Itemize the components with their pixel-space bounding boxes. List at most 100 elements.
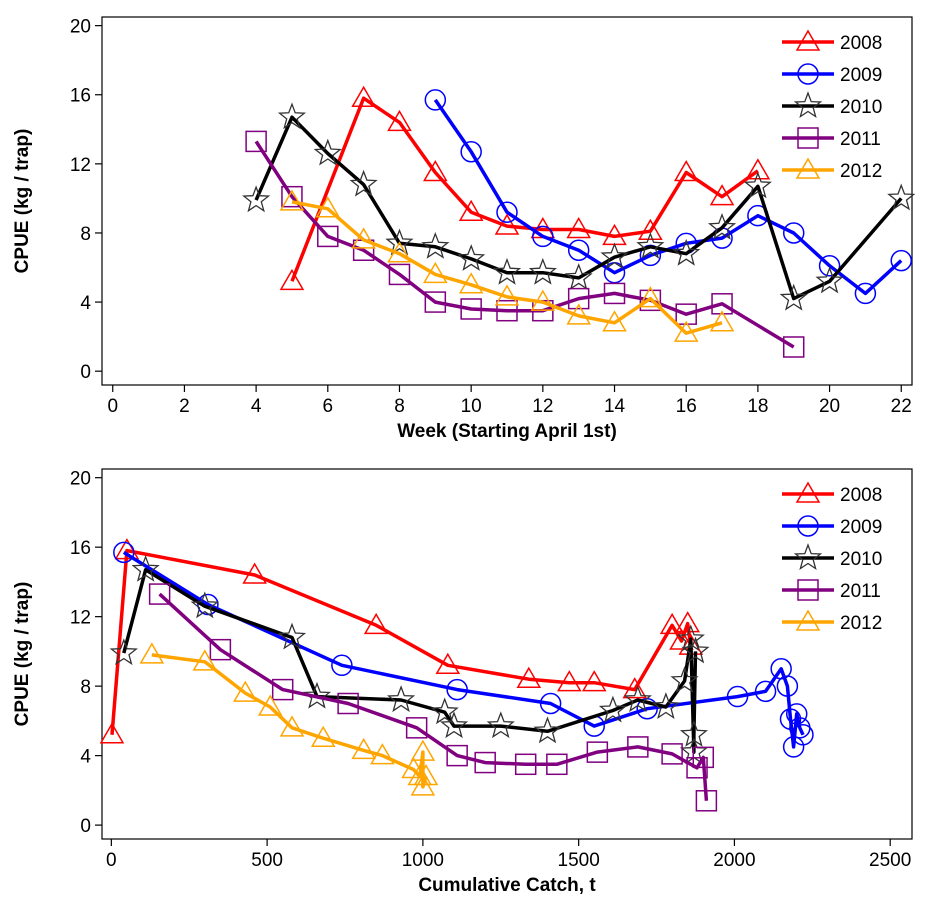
data-point-2009 — [726, 685, 749, 708]
data-point-2008 — [279, 268, 305, 291]
data-point-2011 — [209, 638, 232, 661]
y-tick-label: 20 — [70, 17, 91, 38]
data-point-2008 — [423, 159, 448, 182]
legend-marker — [795, 157, 821, 179]
data-point-2011 — [675, 303, 697, 325]
data-point-2010 — [313, 138, 342, 166]
x-axis-title: Cumulative Catch, t — [418, 875, 596, 896]
data-point-2009 — [567, 239, 590, 261]
series-2008 — [279, 85, 771, 291]
x-tick-label: 0 — [107, 396, 118, 417]
data-point-2011 — [567, 287, 590, 310]
data-point-2008 — [557, 670, 582, 692]
data-point-2011 — [639, 289, 662, 312]
data-point-2010 — [670, 666, 699, 693]
data-point-2010 — [349, 169, 378, 197]
data-point-2009 — [424, 89, 447, 111]
data-point-2011 — [586, 741, 609, 763]
y-axis-title: CPUE (kg / trap) — [12, 582, 33, 727]
data-point-2009 — [818, 255, 841, 277]
data-point-2008 — [745, 158, 771, 180]
legend-marker — [797, 63, 819, 85]
data-point-2009 — [532, 225, 554, 248]
x-tick-label: 16 — [676, 396, 697, 417]
data-point-2011 — [271, 678, 294, 701]
data-point-2012 — [139, 642, 165, 664]
data-point-2011 — [603, 282, 626, 305]
data-point-2008 — [363, 612, 389, 635]
x-tick-label: 1000 — [402, 850, 444, 871]
data-point-2010 — [385, 228, 414, 256]
data-point-2010 — [651, 692, 680, 719]
y-tick-label: 4 — [80, 747, 91, 768]
data-point-2011 — [245, 130, 267, 153]
data-point-2009 — [496, 201, 518, 223]
data-point-2010 — [676, 624, 705, 652]
data-point-2010 — [302, 681, 332, 709]
legend-label: 2011 — [840, 581, 881, 602]
data-point-2010 — [277, 622, 307, 650]
data-point-2010 — [815, 266, 844, 294]
data-point-2009 — [776, 675, 799, 697]
data-point-2011 — [695, 790, 718, 812]
data-point-2012 — [566, 303, 591, 325]
x-tick-label: 20 — [819, 396, 840, 417]
x-tick-label: 12 — [532, 396, 553, 417]
series-line-2011 — [158, 592, 709, 801]
legend-entry-2010: 2010 — [782, 543, 882, 570]
data-point-2009 — [890, 249, 912, 272]
data-point-2010 — [430, 697, 459, 725]
y-axis-title: CPUE (kg / trap) — [12, 129, 33, 274]
data-point-2012 — [413, 763, 439, 786]
series-line-2012 — [291, 200, 723, 335]
data-point-2011 — [546, 753, 568, 776]
legend-entry-2009: 2009 — [782, 63, 882, 86]
chart-top-panel: 0 4 8 12 16 20 0 2 4 6 8 10 12 14 16 18 20 22 Week (Starti… — [0, 0, 938, 455]
x-tick-label: 500 — [251, 850, 283, 871]
y-tick-label: 0 — [80, 362, 91, 383]
data-point-2011 — [782, 336, 805, 358]
series-2008 — [99, 538, 704, 744]
legend-label: 2009 — [840, 65, 882, 86]
legend-marker — [795, 609, 821, 631]
data-point-2010 — [109, 638, 138, 666]
data-point-2012 — [387, 241, 412, 263]
series-line-2008 — [110, 548, 693, 735]
data-point-2010 — [679, 719, 709, 747]
data-point-2009 — [460, 141, 482, 163]
data-point-2009 — [854, 282, 877, 305]
data-point-2012 — [423, 261, 448, 284]
x-tick-label: 2 — [179, 396, 190, 417]
legend-entry-2008: 2008 — [782, 481, 882, 506]
data-point-2008 — [435, 652, 461, 675]
data-point-2010 — [533, 716, 562, 744]
legend-label: 2008 — [840, 485, 882, 506]
data-point-2012 — [673, 320, 699, 342]
data-point-2010 — [421, 231, 450, 259]
series-2012 — [279, 189, 735, 342]
data-point-2011 — [661, 743, 683, 765]
data-point-2012 — [279, 189, 305, 211]
legend-marker — [797, 127, 819, 149]
data-point-2010 — [242, 185, 271, 213]
data-point-2011 — [460, 298, 482, 320]
data-point-2010 — [564, 263, 593, 290]
data-point-2008 — [709, 184, 735, 206]
data-point-2010 — [190, 591, 219, 619]
data-point-2010 — [681, 636, 710, 664]
data-point-2012 — [494, 284, 520, 306]
data-point-2010 — [131, 554, 160, 582]
data-point-2009 — [785, 703, 808, 725]
data-point-2011 — [496, 299, 518, 322]
data-point-2008 — [516, 666, 542, 688]
data-point-2008 — [581, 670, 607, 692]
data-point-2008 — [351, 85, 376, 107]
data-point-2009 — [446, 678, 468, 701]
x-tick-label: 2500 — [869, 850, 911, 871]
legend-label: 2012 — [840, 161, 882, 182]
data-point-2012 — [638, 286, 663, 308]
data-point-2010 — [457, 244, 486, 271]
data-point-2008 — [659, 612, 685, 635]
data-point-2010 — [672, 238, 701, 266]
data-point-2008 — [99, 722, 125, 744]
